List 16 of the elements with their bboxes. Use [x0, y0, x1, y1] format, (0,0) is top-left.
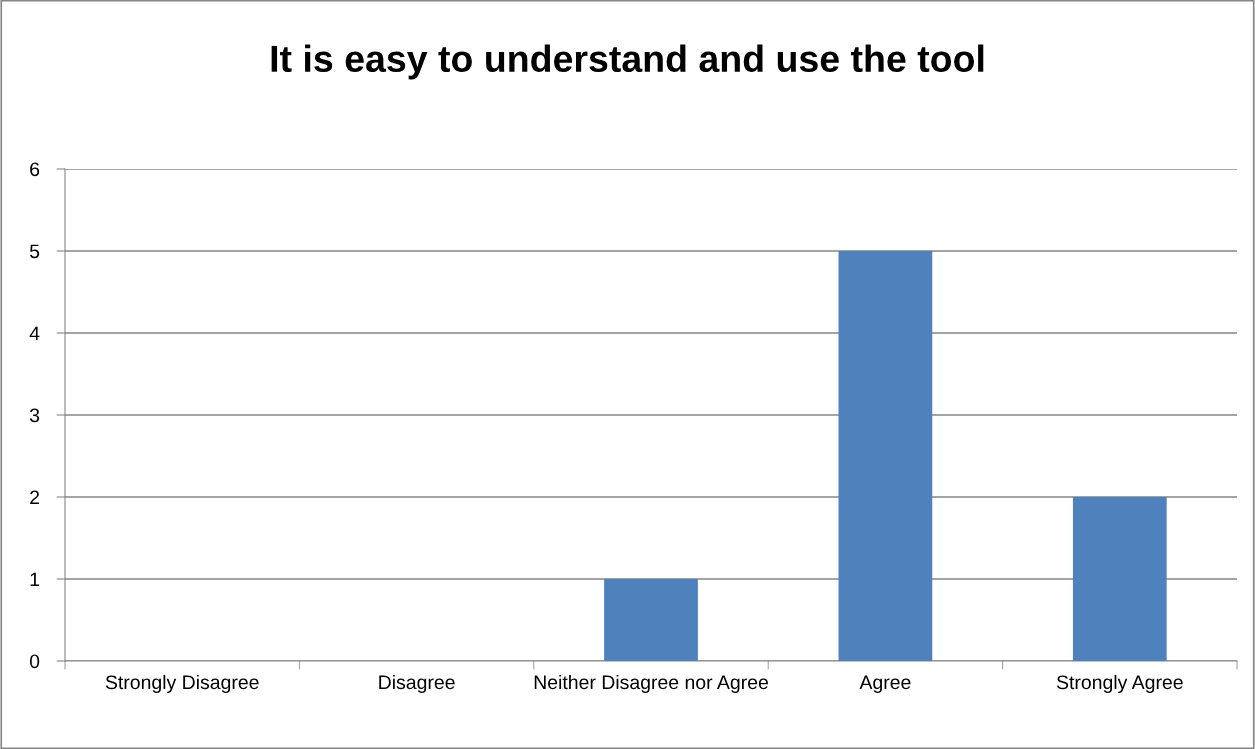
bar [1072, 497, 1167, 661]
y-tick-label: 0 [29, 654, 40, 669]
y-tick-label: 1 [30, 572, 40, 587]
bar [838, 251, 933, 661]
x-tick-label: Strongly Disagree [105, 674, 259, 694]
x-tick-label: Neither Disagree nor Agree [534, 674, 768, 694]
x-tick-label: Agree [859, 675, 911, 694]
y-tick-label: 6 [30, 162, 40, 177]
y-tick-label: 4 [29, 326, 40, 341]
x-tick-label: Disagree [379, 674, 455, 694]
y-tick-label: 2 [30, 490, 40, 505]
bar [604, 579, 698, 661]
x-tick-label: Strongly Agree [1056, 674, 1183, 694]
y-tick-label: 3 [29, 408, 40, 423]
chart-title: It is easy to understand and use the tool [271, 44, 984, 80]
y-tick-label: 5 [29, 244, 40, 259]
